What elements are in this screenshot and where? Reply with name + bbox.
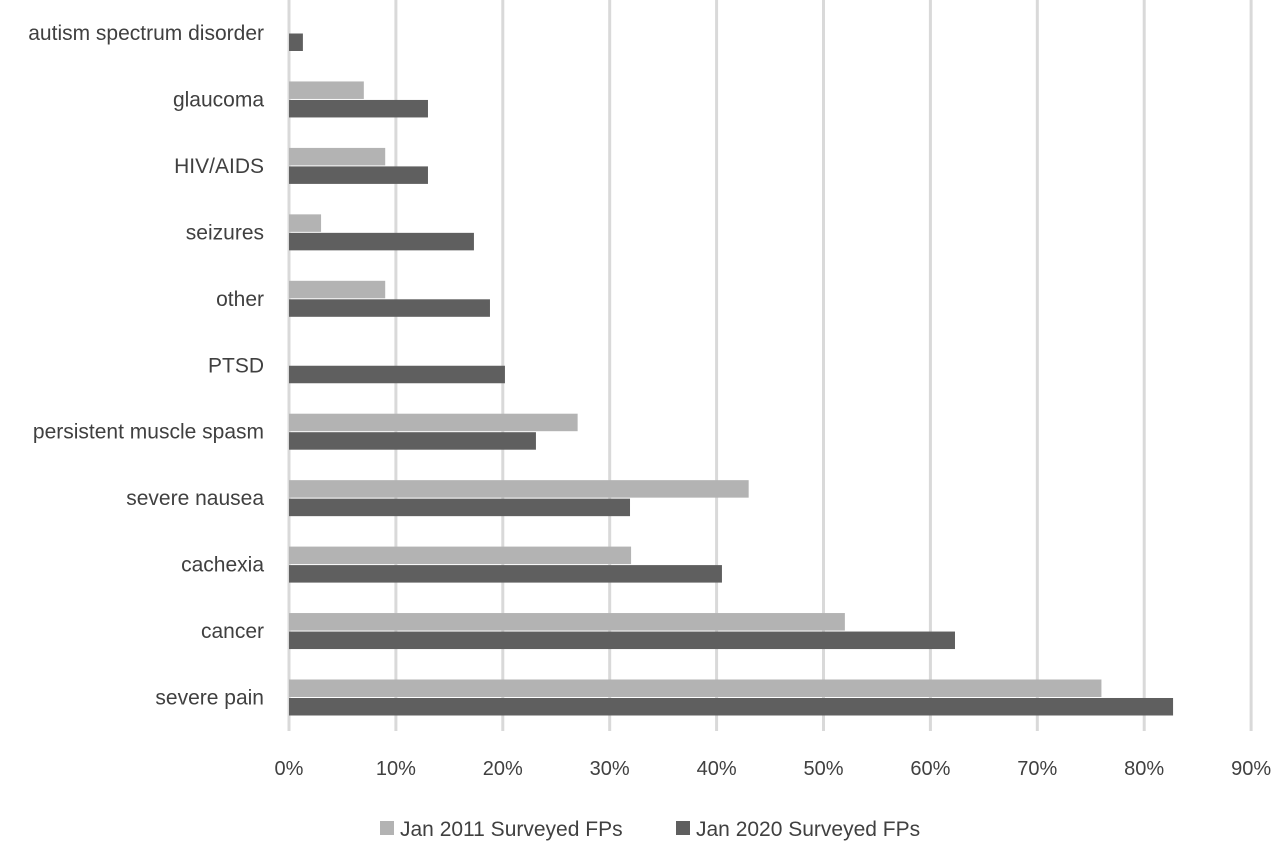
category-label: cancer [201, 620, 264, 643]
x-tick-label: 20% [483, 758, 523, 780]
bar-2020 [289, 365, 505, 384]
bar-2020 [289, 565, 722, 583]
bar-2020 [289, 99, 428, 118]
category-label: HIV/AIDS [174, 155, 264, 178]
bar-2020 [289, 498, 631, 517]
legend-label: Jan 2011 Surveyed FPs [400, 818, 623, 841]
bar-2020 [289, 299, 490, 317]
x-tick-label: 30% [590, 758, 630, 780]
x-tick-label: 80% [1124, 758, 1164, 780]
bar-2011 [289, 413, 578, 432]
bar-2011 [289, 81, 364, 99]
bar-2011 [289, 679, 1102, 697]
category-label: other [216, 288, 264, 311]
category-label: cachexia [181, 554, 264, 577]
x-tick-label: 40% [697, 758, 737, 780]
category-label: PTSD [208, 354, 264, 377]
bar-2011 [289, 280, 386, 299]
bar-2011 [289, 147, 386, 166]
x-tick-label: 70% [1017, 758, 1057, 780]
category-labels: autism spectrum disorder glaucoma HIV/AIDS… [28, 22, 264, 710]
legend-label: Jan 2020 Surveyed FPs [696, 818, 920, 841]
bar-2020 [289, 698, 1174, 716]
bar-2011 [289, 613, 845, 631]
bar-2020 [289, 432, 536, 450]
category-label: severe nausea [126, 487, 264, 510]
bar-2011 [289, 214, 322, 232]
bar-2020 [289, 631, 955, 650]
bar-2020 [289, 232, 474, 251]
bar-2011 [289, 480, 749, 498]
x-tick-label: 60% [910, 758, 950, 780]
gridlines [287, 0, 1253, 731]
category-label: autism spectrum disorder [28, 22, 264, 45]
bar-2020 [289, 166, 428, 184]
legend-swatch [676, 821, 690, 835]
bar-2020 [289, 33, 303, 51]
x-tick-label: 0% [275, 758, 304, 780]
bar-2011 [289, 546, 632, 565]
x-tick-label: 90% [1231, 758, 1271, 780]
bars [289, 33, 1174, 716]
category-label: seizures [186, 221, 264, 244]
legend: Jan 2011 Surveyed FPs Jan 2020 Surveyed F… [380, 818, 920, 841]
legend-swatch [380, 821, 394, 835]
category-label: severe pain [155, 687, 264, 710]
x-tick-labels: 0% 10% 20% 30% 40% 50% 60% 70% 80% 90% [275, 758, 1272, 780]
x-tick-label: 10% [376, 758, 416, 780]
category-label: persistent muscle spasm [33, 421, 264, 444]
category-label: glaucoma [173, 88, 264, 111]
x-tick-label: 50% [803, 758, 843, 780]
